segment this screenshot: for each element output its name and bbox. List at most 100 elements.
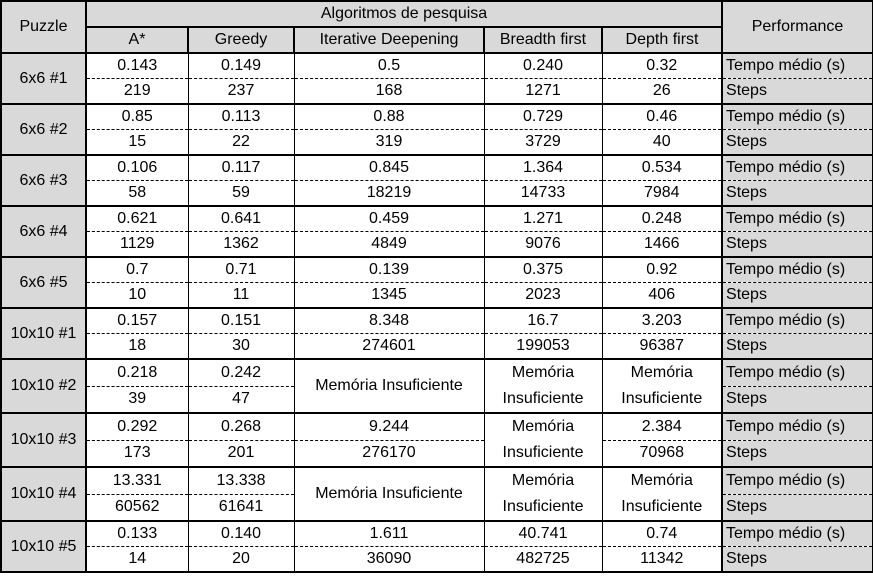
steps-value: 47 (187, 386, 295, 414)
steps-value: 237 (187, 78, 295, 105)
time-value: 0.151 (187, 307, 295, 334)
time-value: 0.113 (187, 103, 295, 130)
steps-value: 319 (293, 129, 485, 156)
table-row: 10x10 #1 0.157 0.151 8.348 16.7 3.203 Tempo mé… (0, 307, 873, 360)
puzzle-label: 10x10 #5 (0, 520, 87, 573)
insufficient-memory-cell: Memória Insuficiente (601, 358, 723, 414)
steps-value: 61641 (187, 494, 295, 522)
col-iterative-deepening-header: Iterative Deepening (293, 26, 485, 54)
insufficient-memory-cell: Memória Insuficiente (601, 466, 723, 522)
puzzle-label: 6x6 #2 (0, 103, 87, 156)
steps-value: 1129 (85, 231, 189, 258)
steps-value: 14733 (483, 180, 603, 207)
steps-value: 219 (85, 78, 189, 105)
insufficient-memory-cell: Memória Insuficiente (293, 358, 485, 414)
table-row: 10x10 #4 13.331 13.338 Memória Insuficiente… (0, 466, 873, 522)
time-value: 0.5 (293, 52, 485, 79)
time-value: 0.71 (187, 256, 295, 283)
time-value: 0.92 (601, 256, 723, 283)
table-row: 173 201 276170 70968 Steps (1, 440, 873, 468)
time-value: 0.143 (85, 52, 189, 79)
table-row: 10 11 1345 2023 406 Steps (1, 282, 873, 309)
time-value: 0.32 (601, 52, 723, 79)
time-value: 3.203 (601, 307, 723, 334)
time-value: 0.292 (85, 412, 189, 441)
table-row: 6x6 #3 0.106 0.117 0.845 1.364 0.534 Tempo méd… (0, 154, 873, 207)
steps-value: 59 (187, 180, 295, 207)
steps-value: 276170 (293, 440, 485, 468)
time-value: 0.621 (85, 205, 189, 232)
insufficient-memory-cell: Memória Insuficiente (483, 412, 603, 468)
metric-label-time: Tempo médio (s) (721, 205, 873, 232)
time-value: 9.244 (293, 412, 485, 441)
steps-value: 96387 (601, 333, 723, 360)
puzzle-label: 10x10 #2 (0, 358, 87, 414)
steps-value: 406 (601, 282, 723, 309)
steps-value: 15 (85, 129, 189, 156)
time-value: 0.268 (187, 412, 295, 441)
table-row: 10x10 #5 0.133 0.140 1.611 40.741 0.74 Tempo m… (0, 520, 873, 573)
time-value: 0.845 (293, 154, 485, 181)
table-row: 6x6 #4 0.621 0.641 0.459 1.271 0.248 Tempo méd… (0, 205, 873, 258)
table-row: 39 47 Steps (1, 386, 873, 414)
insufficient-memory-cell: Memória Insuficiente (483, 466, 603, 522)
table-row: 60562 61641 Steps (1, 494, 873, 522)
steps-value: 2023 (483, 282, 603, 309)
metric-label-steps: Steps (721, 180, 873, 207)
steps-value: 168 (293, 78, 485, 105)
time-value: 8.348 (293, 307, 485, 334)
metric-label-time: Tempo médio (s) (721, 466, 873, 495)
steps-value: 1466 (601, 231, 723, 258)
steps-value: 10 (85, 282, 189, 309)
time-value: 0.248 (601, 205, 723, 232)
table-row: 10x10 #3 0.292 0.268 9.244 Memória Insuficie… (0, 412, 873, 468)
metric-label-steps: Steps (721, 386, 873, 414)
time-value: 0.375 (483, 256, 603, 283)
metric-label-time: Tempo médio (s) (721, 256, 873, 283)
steps-value: 30 (187, 333, 295, 360)
header-row: Puzzle Algoritmos de pesquisa Performanc… (0, 0, 873, 54)
time-value: 13.338 (187, 466, 295, 495)
metric-label-time: Tempo médio (s) (721, 520, 873, 547)
time-value: 0.133 (85, 520, 189, 547)
steps-value: 1271 (483, 78, 603, 105)
puzzle-label: 6x6 #3 (0, 154, 87, 207)
metric-label-time: Tempo médio (s) (721, 358, 873, 387)
steps-value: 201 (187, 440, 295, 468)
time-value: 1.364 (483, 154, 603, 181)
time-value: 0.157 (85, 307, 189, 334)
metric-label-steps: Steps (721, 546, 873, 573)
steps-value: 18 (85, 333, 189, 360)
steps-value: 4849 (293, 231, 485, 258)
puzzle-label: 10x10 #3 (0, 412, 87, 468)
steps-value: 3729 (483, 129, 603, 156)
table-row: 6x6 #1 0.143 0.149 0.5 0.240 0.32 Tempo médio … (0, 52, 873, 105)
table-row: 6x6 #2 0.85 0.113 0.88 0.729 0.46 Tempo médio … (0, 103, 873, 156)
metric-label-steps: Steps (721, 78, 873, 105)
steps-value: 7984 (601, 180, 723, 207)
steps-value: 1345 (293, 282, 485, 309)
time-value: 0.240 (483, 52, 603, 79)
time-value: 0.242 (187, 358, 295, 387)
metric-label-steps: Steps (721, 494, 873, 522)
time-value: 16.7 (483, 307, 603, 334)
metric-label-time: Tempo médio (s) (721, 52, 873, 79)
puzzle-label: 6x6 #4 (0, 205, 87, 258)
steps-value: 22 (187, 129, 295, 156)
time-value: 0.139 (293, 256, 485, 283)
puzzle-label: 10x10 #1 (0, 307, 87, 360)
table-row: 58 59 18219 14733 7984 Steps (1, 180, 873, 207)
time-value: 13.331 (85, 466, 189, 495)
steps-value: 14 (85, 546, 189, 573)
time-value: 0.218 (85, 358, 189, 387)
time-value: 0.459 (293, 205, 485, 232)
table-row: 6x6 #5 0.7 0.71 0.139 0.375 0.92 Tempo médio (… (0, 256, 873, 309)
steps-value: 60562 (85, 494, 189, 522)
metric-label-steps: Steps (721, 129, 873, 156)
col-depth-first-header: Depth first (600, 26, 724, 54)
steps-value: 70968 (601, 440, 723, 468)
steps-value: 26 (601, 78, 723, 105)
time-value: 1.611 (293, 520, 485, 547)
time-value: 0.140 (187, 520, 295, 547)
